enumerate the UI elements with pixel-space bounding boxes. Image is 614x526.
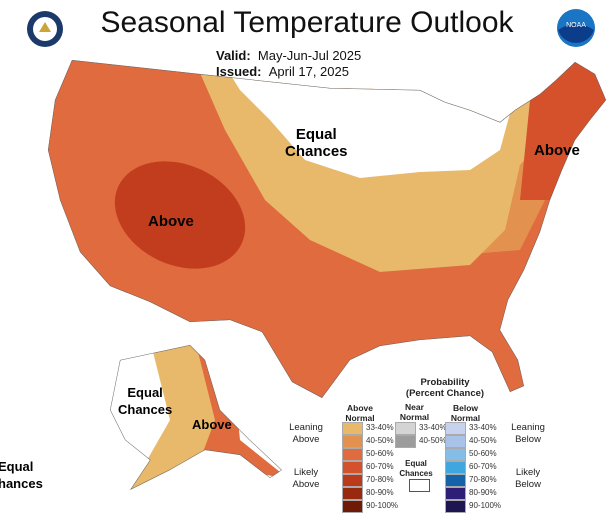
below-range-label: 70-80% [469, 475, 497, 484]
near-swatch [395, 422, 416, 435]
above-swatch [342, 474, 363, 487]
valid-label: Valid: [216, 48, 251, 63]
above-range-label: 90-100% [366, 501, 399, 510]
above-swatch [342, 422, 363, 435]
h2: Normal [345, 413, 375, 423]
below-swatch [445, 422, 466, 435]
above-swatch [342, 487, 363, 500]
equal-chances-swatch [409, 479, 430, 492]
near-normal-header: Near Normal [392, 402, 437, 422]
t: Above [292, 479, 320, 490]
above-swatch [342, 500, 363, 513]
doc-seal-logo [27, 11, 63, 47]
below-range-label: 33-40% [469, 423, 497, 432]
t: Below [515, 434, 541, 445]
hawaii-equal-line1: Equal [0, 459, 34, 474]
legend-title-1: Probability [420, 377, 470, 388]
legend-title-2: (Percent Chance) [405, 388, 485, 399]
label-above-west: Above [148, 213, 194, 230]
issued-line: Issued: April 17, 2025 [216, 64, 349, 79]
equal-chances-label: Equal Chances [396, 459, 436, 479]
above-range-label: 60-70% [366, 462, 394, 471]
h1: Below [452, 403, 479, 413]
below-swatch [445, 474, 466, 487]
below-range-label: 40-50% [469, 436, 497, 445]
legend-title: Probability (Percent Chance) [380, 377, 510, 399]
above-range-label: 50-60% [366, 449, 394, 458]
near-swatch [395, 435, 416, 448]
near-range-label: 40-50% [419, 436, 447, 445]
issued-label: Issued: [216, 64, 262, 79]
below-swatch [445, 448, 466, 461]
legend: Probability (Percent Chance) Above Normal … [280, 370, 614, 526]
above-range-label: 80-90% [366, 488, 394, 497]
page-title: Seasonal Temperature Outlook [100, 6, 514, 39]
label-above-northeast: Above [534, 142, 580, 159]
likely-above-label: Likely Above [288, 467, 324, 491]
issued-value: April 17, 2025 [268, 64, 349, 79]
above-swatch [342, 435, 363, 448]
below-swatch [445, 461, 466, 474]
label-hawaii-equal: Equal hances [0, 458, 43, 492]
leaning-below-label: Leaning Below [508, 422, 548, 446]
h1: Near [405, 402, 424, 412]
above-swatch [342, 461, 363, 474]
label-alaska-above: Above [192, 417, 232, 432]
below-swatch [445, 435, 466, 448]
valid-line: Valid: May-Jun-Jul 2025 [216, 48, 361, 63]
h1: Above [347, 403, 373, 413]
conus-map [48, 60, 606, 398]
below-swatch [445, 500, 466, 513]
t: Above [292, 434, 320, 445]
leaning-above-label: Leaning Above [288, 422, 324, 446]
above-range-label: 40-50% [366, 436, 394, 445]
near-range-label: 33-40% [419, 423, 447, 432]
above-range-label: 70-80% [366, 475, 394, 484]
t: Leaning [289, 422, 323, 433]
below-range-label: 90-100% [469, 501, 502, 510]
t: Chances [399, 469, 433, 478]
below-range-label: 80-90% [469, 488, 497, 497]
noaa-text: NOAA [566, 22, 586, 29]
valid-value: May-Jun-Jul 2025 [257, 48, 362, 63]
below-normal-header: Below Normal [443, 403, 488, 423]
h2: Normal [399, 412, 430, 422]
label-alaska-equal: Equal Chances [118, 385, 173, 417]
above-range-label: 33-40% [366, 423, 394, 432]
h2: Normal [450, 413, 481, 423]
above-swatch [342, 448, 363, 461]
below-swatch [445, 487, 466, 500]
hawaii-equal-line2: hances [0, 476, 43, 491]
t: Equal [405, 459, 427, 468]
t: Likely [293, 467, 319, 478]
above-normal-header: Above Normal [340, 403, 380, 423]
likely-below-label: Likely Below [508, 467, 548, 491]
below-range-label: 50-60% [469, 449, 497, 458]
t: Below [515, 479, 541, 490]
t: Likely [515, 467, 541, 478]
noaa-logo: NOAA [557, 9, 595, 47]
t: Leaning [511, 422, 545, 433]
label-equal-chances-conus: Equal Chances [285, 126, 348, 160]
below-range-label: 60-70% [469, 462, 497, 471]
